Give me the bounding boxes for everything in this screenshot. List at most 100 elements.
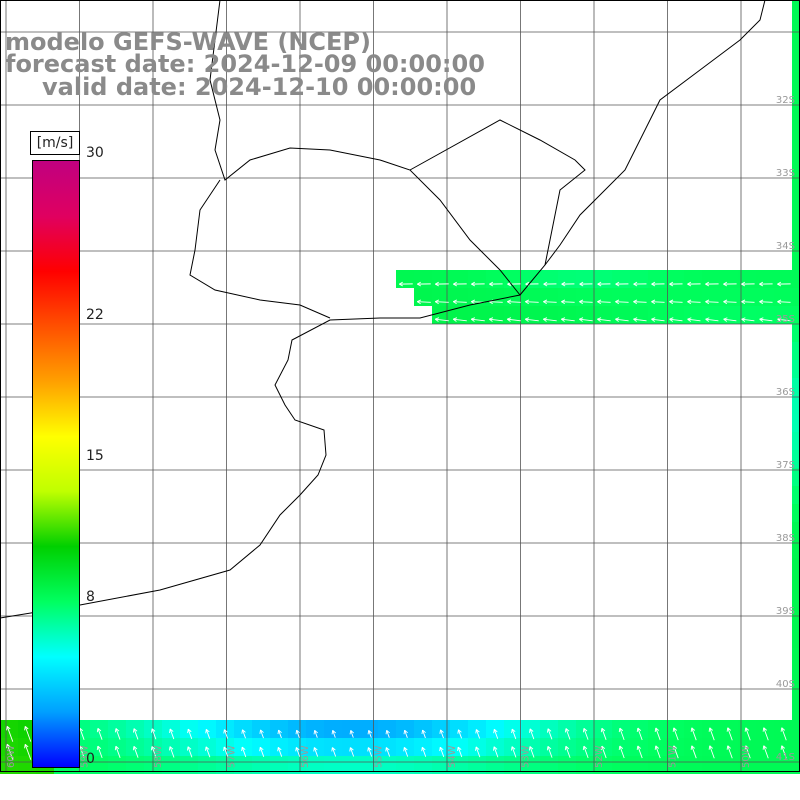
river-estuary-outline [189,179,331,319]
wind-speed-cell [594,270,612,288]
wind-arrow [780,745,787,759]
wind-arrow [777,317,791,322]
wind-speed-cell [342,720,360,738]
wind-speed-cell [792,522,800,540]
wind-speed-cell [450,720,468,738]
wind-arrow [457,729,462,739]
wind-speed-cell [612,270,630,288]
wind-speed-cell [288,738,306,756]
wind-speed-cell [594,756,612,774]
wind-speed-cell [18,756,36,774]
wind-speed-cell [504,756,522,774]
wind-speed-cell [324,756,342,774]
wind-speed-cell [630,270,648,288]
wind-arrow [367,730,372,738]
wind-arrow [493,728,499,739]
wind-speed-cell [396,270,414,288]
longitude-label: 52W [594,745,605,768]
wind-speed-cell [558,756,576,774]
wind-speed-cell [522,306,540,324]
wind-speed-cell [378,756,396,774]
wind-arrow [672,745,679,759]
wind-arrow [579,281,593,287]
wind-arrow [295,729,300,738]
wind-arrow [633,281,647,287]
wind-arrow [705,299,719,305]
wind-speed-cell [792,486,800,504]
wind-speed-cell [450,270,468,288]
wind-speed-cell [792,648,800,666]
wind-arrow [690,745,697,759]
wind-speed-cell [576,288,594,306]
wind-speed-cell [288,756,306,774]
wind-arrow [259,729,264,739]
wind-arrow [475,729,481,739]
wind-speed-cell [432,720,450,738]
wind-arrow [385,729,390,738]
wind-speed-cell [234,720,252,738]
wind-speed-cell [756,756,774,774]
wind-speed-cell [792,612,800,630]
wind-arrow [169,728,175,740]
wind-arrow [726,745,733,759]
wind-arrow [114,728,121,740]
wind-arrow [349,730,354,738]
wind-speed-cell [0,756,18,774]
wind-arrow [579,317,593,322]
wind-speed-cell [414,720,432,738]
wind-speed-cell [0,738,18,756]
wind-arrow [493,746,499,758]
wind-arrow [546,746,553,758]
wind-arrow [114,745,121,758]
wind-speed-cell [540,306,558,324]
latitude-label: 35S [776,314,795,325]
wind-speed-cell [612,756,630,774]
wind-speed-cell [0,720,18,738]
wind-arrow [615,281,629,287]
wind-speed-cell [594,306,612,324]
wind-speed-cell [270,738,288,756]
wind-speed-cell [792,36,800,54]
wind-arrow [511,728,517,740]
wind-speed-cell [288,720,306,738]
wind-arrow [654,727,661,741]
wind-arrow [777,299,791,305]
wind-arrow [723,299,737,305]
wind-arrow [600,745,607,759]
wind-speed-cell [792,216,800,234]
wind-speed-cell [162,720,180,738]
wind-arrow [525,299,539,305]
wind-speed-cell [792,450,800,468]
wind-arrow [385,747,391,757]
wind-speed-cell [414,270,432,288]
model-title: modelo GEFS-WAVE (NCEP) [5,28,371,56]
wind-speed-cell [792,702,800,720]
wind-speed-cell [360,720,378,738]
wind-speed-cell [792,378,800,396]
wind-arrow [6,725,14,742]
wind-arrow [561,281,575,287]
wind-arrow [615,317,629,322]
wind-speed-cell [792,126,800,144]
wind-speed-cell [558,288,576,306]
longitude-label: 54W [447,745,458,768]
wind-speed-cell [540,288,558,306]
wind-arrow [488,317,503,322]
wind-arrow [205,746,211,758]
wind-speed-cell [792,18,800,36]
wind-arrow [651,299,665,305]
wind-arrow [331,747,337,757]
wind-speed-cell [666,288,684,306]
wind-arrow [654,745,661,759]
wind-arrow [416,299,431,305]
wind-arrow [547,728,553,740]
wind-arrow [151,728,157,740]
wind-speed-cell [792,144,800,162]
wind-speed-cell [792,432,800,450]
wind-speed-cell [666,756,684,774]
wind-speed-cell [558,270,576,288]
wind-speed-cell [324,738,342,756]
wind-arrow [600,727,607,740]
wind-arrow [223,729,229,739]
wind-arrow [421,729,426,739]
